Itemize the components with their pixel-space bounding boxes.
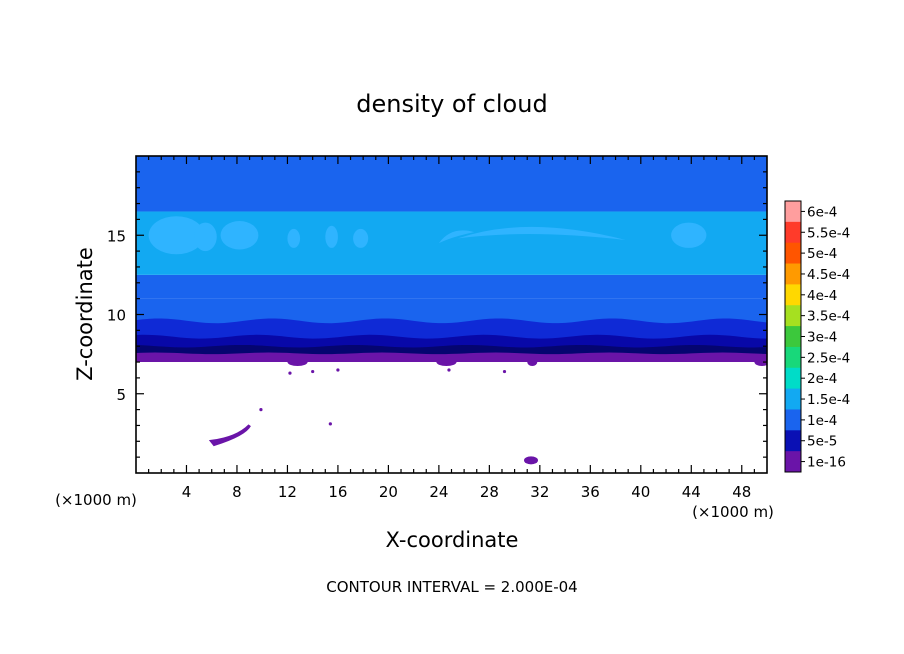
x-tick-label: 48 — [732, 483, 751, 501]
x-unit-right: (×1000 m) — [692, 503, 774, 521]
colorbar-frame — [784, 200, 802, 473]
colorbar-label: 1.5e-4 — [807, 392, 850, 408]
colorbar-label: 1e-16 — [807, 455, 846, 471]
x-tick-label: 12 — [278, 483, 297, 501]
x-unit-left: (×1000 m) — [55, 491, 137, 509]
colorbar-label: 4e-4 — [807, 288, 837, 304]
colorbar-label: 1e-4 — [807, 413, 837, 429]
colorbar-label: 5e-4 — [807, 246, 837, 262]
contour-interval-footer: CONTOUR INTERVAL = 2.000E-04 — [326, 578, 577, 596]
x-axis-label: X-coordinate — [386, 528, 519, 552]
y-tick-label: 15 — [107, 227, 126, 245]
colorbar-swatch — [785, 346, 801, 369]
colorbar-swatch — [785, 388, 801, 410]
contour-band-5 — [136, 274, 767, 299]
colorbar-swatch — [785, 367, 801, 390]
colorbar-label: 5.5e-4 — [807, 225, 850, 241]
colorbar-label: 2.5e-4 — [807, 350, 850, 366]
colorbar-label: 2e-4 — [807, 371, 837, 387]
chart-title: density of cloud — [356, 90, 547, 118]
base-dip-0 — [287, 358, 308, 367]
colorbar-label: 5e-5 — [807, 434, 837, 450]
x-tick-label: 32 — [530, 483, 549, 501]
x-tick-label: 44 — [682, 483, 701, 501]
contour-field — [136, 156, 767, 473]
cloud-speck-1 — [288, 371, 292, 375]
bright-streak — [438, 230, 475, 244]
colorbar-swatch — [785, 201, 801, 223]
colorbar-swatch — [785, 451, 801, 473]
bright-patch-5 — [353, 228, 369, 248]
bright-patch-4 — [325, 225, 338, 248]
x-tick-label: 8 — [232, 483, 242, 501]
x-tick-label: 24 — [429, 483, 448, 501]
colorbar-swatch — [785, 284, 801, 306]
x-tick-label: 16 — [328, 483, 347, 501]
colorbar-swatch — [785, 242, 801, 264]
y-axis-label: Z-coordinate — [73, 247, 97, 381]
cloud-speck-2 — [311, 369, 315, 374]
x-tick-label: 36 — [581, 483, 600, 501]
low-cloud-spot — [524, 456, 539, 465]
bright-patch-0 — [148, 216, 205, 255]
contour-band-4 — [136, 298, 767, 315]
y-tick-label: 5 — [116, 386, 126, 404]
bright-patch-6 — [671, 222, 707, 248]
colorbar-label: 6e-4 — [807, 204, 837, 220]
bright-patch-3 — [287, 228, 301, 248]
clear-air-region — [136, 362, 767, 473]
x-tick-label: 28 — [480, 483, 499, 501]
base-dip-2 — [527, 358, 538, 367]
cloud-speck-0 — [259, 408, 263, 412]
colorbar-swatch — [785, 305, 801, 327]
low-cloud-patch — [208, 424, 251, 447]
colorbar-swatch — [785, 263, 801, 285]
x-tick-label: 4 — [182, 483, 192, 501]
colorbar-swatch — [785, 409, 801, 431]
base-dip-3 — [754, 358, 767, 367]
bright-arc — [457, 226, 626, 241]
base-dip-1 — [436, 358, 457, 367]
colorbar-swatch — [785, 430, 801, 452]
cloud-speck-4 — [328, 422, 332, 426]
y-tick-label: 10 — [107, 307, 126, 325]
x-tick-label: 20 — [379, 483, 398, 501]
cloud-speck-5 — [447, 368, 451, 372]
colorbar-label: 3.5e-4 — [807, 309, 850, 325]
cloud-speck-6 — [502, 369, 507, 374]
bright-patch-2 — [220, 220, 259, 250]
bright-patch-1 — [194, 222, 217, 252]
cloud-speck-3 — [336, 368, 340, 372]
colorbar-swatch — [785, 326, 801, 348]
x-tick-label: 40 — [631, 483, 650, 501]
colorbar: 6e-4 5.5e-4 5e-4 4.5e-4 4e-4 3.5e-4 3e-4 2.5e-4… — [784, 200, 850, 473]
colorbar-swatch — [785, 221, 801, 244]
colorbar-label: 3e-4 — [807, 330, 837, 346]
contour-band-7 — [136, 156, 767, 212]
colorbar-label: 4.5e-4 — [807, 267, 850, 283]
